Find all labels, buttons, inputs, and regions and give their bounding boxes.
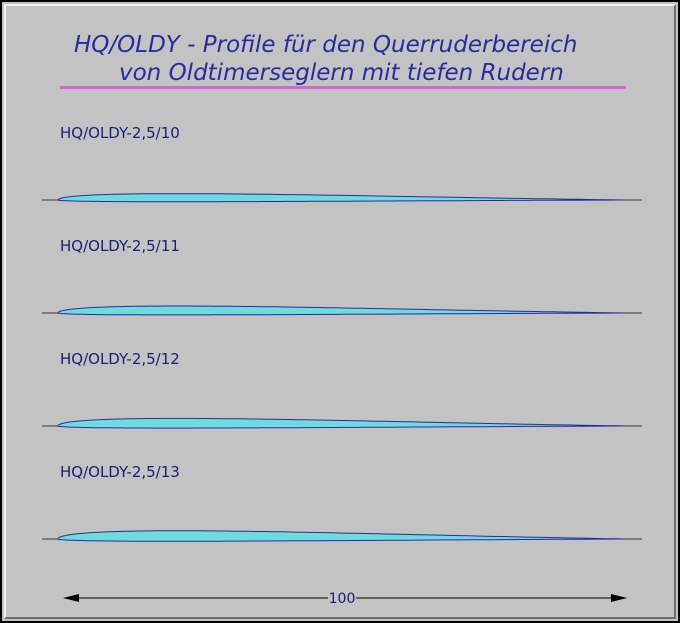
- airfoil-profile-11: [57, 305, 627, 316]
- profile-label-12: HQ/OLDY-2,5/12: [60, 350, 180, 368]
- title-underline: [60, 86, 626, 89]
- airfoil-profile-10: [57, 193, 627, 203]
- profile-label-11: HQ/OLDY-2,5/11: [60, 237, 180, 255]
- dimension-100: 100: [63, 591, 627, 607]
- airfoil-profile-12: [57, 417, 627, 429]
- profiles-group: [42, 193, 642, 542]
- dimension-label: 100: [329, 591, 356, 607]
- profile-label-10: HQ/OLDY-2,5/10: [60, 124, 180, 142]
- title-line-1: HQ/OLDY - Profile für den Querruderberei…: [74, 32, 578, 58]
- title-line-2: von Oldtimerseglern mit tiefen Rudern: [119, 60, 564, 86]
- profile-label-13: HQ/OLDY-2,5/13: [60, 463, 180, 481]
- figure-bevel: [4, 4, 676, 619]
- airfoil-profile-13: [57, 530, 627, 542]
